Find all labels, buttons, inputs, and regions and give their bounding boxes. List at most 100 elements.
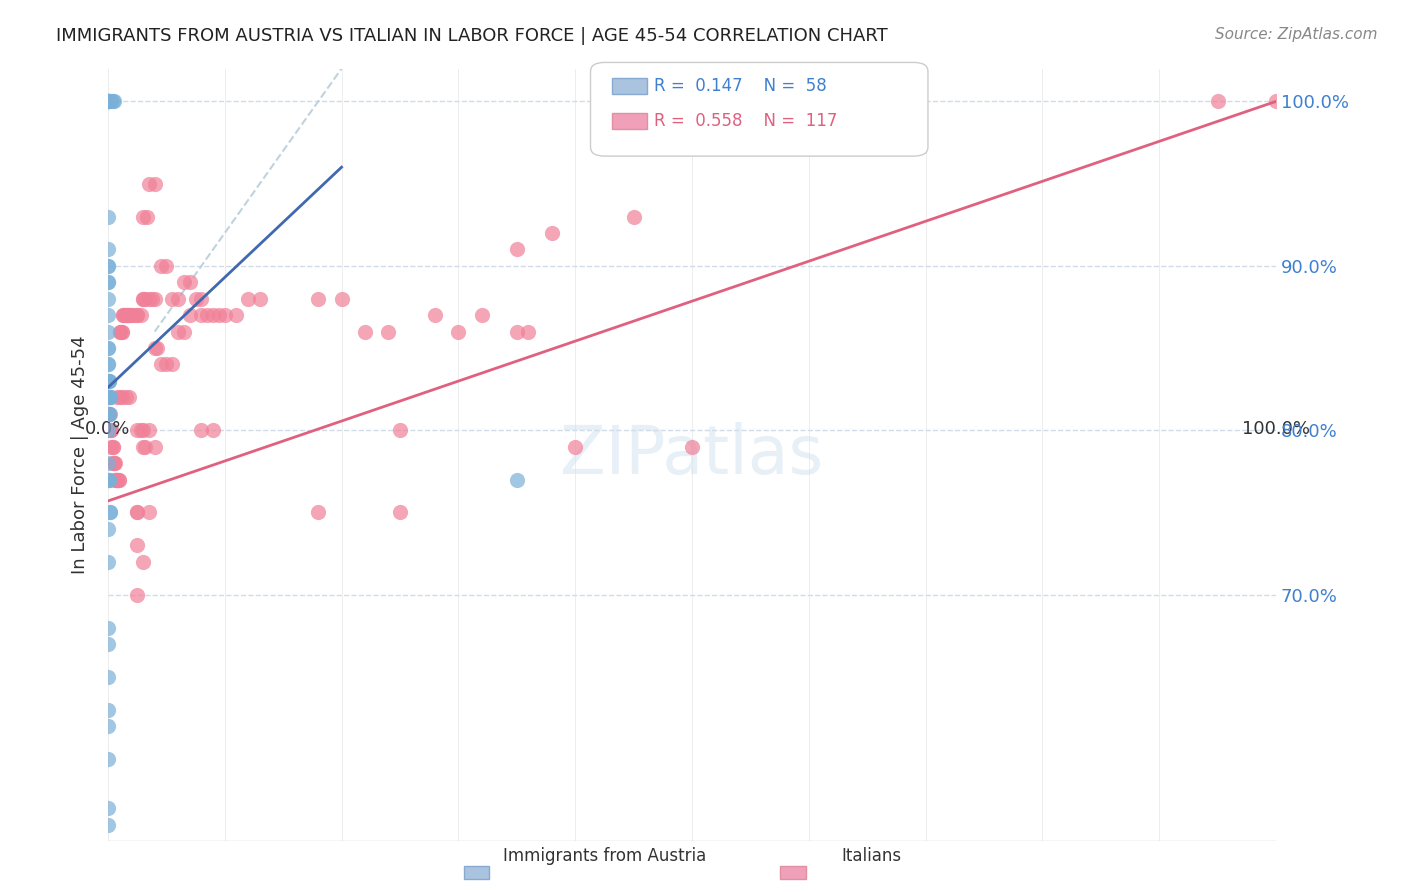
Italians [307,292,329,306]
Immigrants from Austria [97,358,120,372]
Italians [623,210,645,224]
Immigrants from Austria [97,522,120,536]
Immigrants from Austria [97,95,120,109]
Immigrants from Austria [97,95,120,109]
Italians [108,325,131,339]
Italians [138,423,160,437]
Italians [118,308,141,322]
Text: Immigrants from Austria: Immigrants from Austria [503,847,706,865]
Italians [112,308,135,322]
Immigrants from Austria [97,95,120,109]
Italians [100,440,122,454]
Italians [97,390,120,404]
Immigrants from Austria [97,95,120,109]
Immigrants from Austria [97,95,120,109]
Italians [122,308,145,322]
Italians [517,325,540,339]
Text: IMMIGRANTS FROM AUSTRIA VS ITALIAN IN LABOR FORCE | AGE 45-54 CORRELATION CHART: IMMIGRANTS FROM AUSTRIA VS ITALIAN IN LA… [56,27,889,45]
Italians [160,358,183,372]
Italians [111,325,134,339]
Text: ZIPatlas: ZIPatlas [561,422,824,488]
Italians [540,226,562,240]
Italians [354,325,377,339]
Immigrants from Austria [100,95,122,109]
Immigrants from Austria [98,390,121,404]
Italians [184,292,207,306]
Italians [307,506,329,520]
Italians [103,456,125,470]
Italians [129,308,152,322]
Italians [1265,95,1288,109]
Italians [138,292,160,306]
Italians [506,243,529,257]
Immigrants from Austria [98,390,121,404]
Italians [132,292,155,306]
Italians [98,423,121,437]
Immigrants from Austria [98,473,121,487]
Immigrants from Austria [97,703,120,717]
Italians [564,440,586,454]
Italians [105,473,128,487]
Immigrants from Austria [98,473,121,487]
Italians [107,473,129,487]
Italians [249,292,271,306]
Italians [179,308,201,322]
Y-axis label: In Labor Force | Age 45-54: In Labor Force | Age 45-54 [72,335,89,574]
Italians [105,473,128,487]
Immigrants from Austria [97,275,120,289]
Immigrants from Austria [98,374,121,388]
Italians [100,423,122,437]
Italians [97,390,120,404]
Italians [108,390,131,404]
Text: 100.0%: 100.0% [1241,420,1310,438]
Immigrants from Austria [97,95,120,109]
Italians [143,292,166,306]
Italians [160,292,183,306]
Italians [98,423,121,437]
Italians [101,456,124,470]
Italians [134,440,156,454]
Immigrants from Austria [97,407,120,421]
Italians [132,555,155,569]
Italians [377,325,399,339]
Italians [98,407,121,421]
Italians [98,407,121,421]
Italians [127,506,149,520]
Immigrants from Austria [97,555,120,569]
Immigrants from Austria [98,407,121,421]
Immigrants from Austria [506,473,529,487]
Italians [149,259,172,273]
Immigrants from Austria [98,390,121,404]
Italians [146,341,169,355]
Italians [111,325,134,339]
Italians [111,390,134,404]
Italians [190,292,212,306]
Italians [155,358,177,372]
Immigrants from Austria [97,259,120,273]
Italians [108,325,131,339]
Italians [330,292,353,306]
Italians [104,456,127,470]
Italians [97,374,120,388]
Immigrants from Austria [97,621,120,635]
Italians [423,308,446,322]
Immigrants from Austria [97,456,120,470]
Italians [127,308,149,322]
Italians [208,308,231,322]
Italians [134,292,156,306]
Italians [190,308,212,322]
Italians [179,275,201,289]
Italians [117,308,139,322]
Italians [107,473,129,487]
Text: R =  0.558    N =  117: R = 0.558 N = 117 [654,112,837,130]
Italians [115,308,138,322]
Text: 0.0%: 0.0% [86,420,131,438]
Italians [173,325,195,339]
Text: R =  0.147    N =  58: R = 0.147 N = 58 [654,77,827,95]
Text: Source: ZipAtlas.com: Source: ZipAtlas.com [1215,27,1378,42]
Immigrants from Austria [98,390,121,404]
Italians [135,210,157,224]
Immigrants from Austria [98,390,121,404]
Italians [101,440,124,454]
Italians [112,308,135,322]
